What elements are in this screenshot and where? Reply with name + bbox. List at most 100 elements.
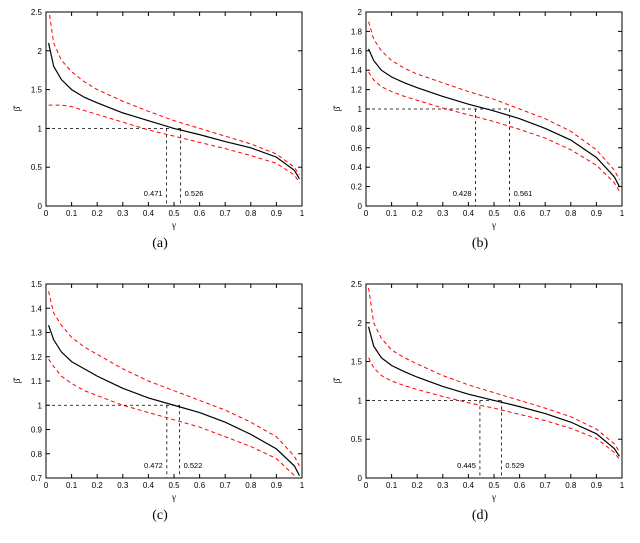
curve-lower [369, 72, 620, 191]
vline-label: 0.445 [457, 461, 476, 470]
x-tick-label: 0.3 [117, 209, 129, 218]
x-tick-label: 0 [44, 481, 49, 490]
plot-c: 00.10.20.30.40.50.60.70.80.910.70.80.911… [10, 278, 310, 508]
curve-lower [49, 105, 300, 183]
y-tick-label: 1 [38, 401, 43, 410]
y-tick-label: 1.4 [351, 66, 363, 75]
y-axis-label: β̂ [332, 105, 342, 112]
panel-caption: (d) [472, 508, 488, 524]
x-tick-label: 0.2 [92, 481, 104, 490]
y-tick-label: 2 [358, 318, 363, 327]
y-tick-label: 1.2 [31, 352, 43, 361]
vline-label: 0.471 [144, 189, 163, 198]
x-tick-label: 0.8 [245, 481, 257, 490]
x-tick-label: 0.5 [488, 209, 500, 218]
x-tick-label: 0.9 [271, 481, 283, 490]
x-axis-label: γ [171, 492, 176, 502]
y-tick-label: 0.6 [351, 144, 363, 153]
y-tick-label: 0.8 [351, 124, 363, 133]
panel-d: 00.10.20.30.40.50.60.70.80.9100.511.522.… [320, 272, 640, 543]
x-tick-label: 0.6 [194, 209, 206, 218]
x-tick-label: 0.8 [565, 481, 577, 490]
x-tick-label: 0.1 [386, 209, 398, 218]
x-tick-label: 1 [300, 481, 305, 490]
axes-box [46, 12, 302, 206]
vline-label: 0.561 [514, 189, 533, 198]
x-tick-label: 0.3 [437, 481, 449, 490]
y-tick-label: 2 [358, 8, 363, 17]
y-tick-label: 2.5 [351, 280, 363, 289]
x-tick-label: 0.1 [66, 209, 78, 218]
plot-a: 00.10.20.30.40.50.60.70.80.9100.511.522.… [10, 6, 310, 236]
x-tick-label: 0.7 [540, 209, 552, 218]
vline-label: 0.529 [505, 461, 524, 470]
y-tick-label: 2.5 [31, 8, 43, 17]
vline-label: 0.428 [453, 189, 472, 198]
x-tick-label: 0.5 [168, 481, 180, 490]
y-tick-label: 1.2 [351, 86, 363, 95]
vline-label: 0.526 [185, 189, 204, 198]
y-tick-label: 0.2 [351, 183, 363, 192]
y-tick-label: 2 [38, 47, 43, 56]
x-tick-label: 0.8 [565, 209, 577, 218]
x-tick-label: 1 [620, 481, 625, 490]
figure-grid: 0 0.1 0.2 0.3 0.4 0.5 0.6 0.7 0.8 0.9 1 0 0.5 1 1.5 2 2.… [0, 0, 640, 543]
x-tick-label: 0.3 [117, 481, 129, 490]
x-tick-label: 0.9 [591, 209, 603, 218]
x-tick-label: 0.6 [194, 481, 206, 490]
y-tick-label: 0.8 [31, 449, 43, 458]
x-tick-label: 0.5 [488, 481, 500, 490]
x-tick-label: 0.9 [591, 481, 603, 490]
axes-box [366, 284, 622, 478]
x-axis-label: γ [171, 220, 176, 230]
x-tick-label: 0.7 [220, 209, 232, 218]
y-tick-label: 1 [38, 124, 43, 133]
x-tick-label: 0.1 [66, 481, 78, 490]
y-tick-label: 0 [358, 202, 363, 211]
x-tick-label: 0.3 [437, 209, 449, 218]
y-axis-label: β̂ [12, 105, 22, 112]
vline-label: 0.472 [144, 461, 163, 470]
y-tick-label: 1.6 [351, 47, 363, 56]
x-axis-label: γ [491, 220, 496, 230]
curve-upper [49, 291, 300, 466]
y-axis-label: β̂ [12, 376, 22, 383]
y-tick-label: 1.5 [31, 86, 43, 95]
y-tick-label: 0.7 [31, 474, 43, 483]
y-tick-label: 1.4 [31, 304, 43, 313]
panel-c: 00.10.20.30.40.50.60.70.80.910.70.80.911… [0, 272, 320, 543]
x-tick-label: 0.6 [514, 209, 526, 218]
y-tick-label: 1 [358, 396, 363, 405]
x-tick-label: 0.9 [271, 209, 283, 218]
x-axis-label: γ [491, 492, 496, 502]
y-tick-label: 0.5 [31, 163, 43, 172]
panel-caption: (b) [472, 236, 488, 252]
y-tick-label: 0.4 [351, 163, 363, 172]
panel-caption: (c) [152, 508, 168, 524]
x-tick-label: 0.4 [463, 481, 475, 490]
panel-b: 00.10.20.30.40.50.60.70.80.9100.20.40.60… [320, 0, 640, 272]
x-tick-label: 0.7 [220, 481, 232, 490]
y-tick-label: 1 [358, 105, 363, 114]
x-tick-label: 0.2 [92, 209, 104, 218]
y-tick-label: 1.3 [31, 328, 43, 337]
vline-label: 0.522 [184, 461, 203, 470]
curve-lower [49, 359, 300, 483]
y-tick-label: 1.8 [351, 27, 363, 36]
panel-a: 00.10.20.30.40.50.60.70.80.9100.511.522.… [0, 0, 320, 272]
x-tick-label: 0.1 [386, 481, 398, 490]
y-axis-label: β̂ [332, 376, 342, 383]
x-tick-label: 0.7 [540, 481, 552, 490]
plot-b: 00.10.20.30.40.50.60.70.80.9100.20.40.60… [330, 6, 630, 236]
y-tick-label: 1.5 [31, 280, 43, 289]
x-tick-label: 0.4 [143, 209, 155, 218]
x-tick-label: 0.4 [143, 481, 155, 490]
y-tick-label: 0 [358, 474, 363, 483]
curve-upper [49, 8, 300, 175]
y-tick-label: 0.5 [351, 435, 363, 444]
y-tick-label: 1.5 [351, 357, 363, 366]
x-tick-label: 1 [300, 209, 305, 218]
x-tick-label: 0.8 [245, 209, 257, 218]
y-tick-label: 1.1 [31, 377, 43, 386]
x-tick-label: 0.5 [168, 209, 180, 218]
